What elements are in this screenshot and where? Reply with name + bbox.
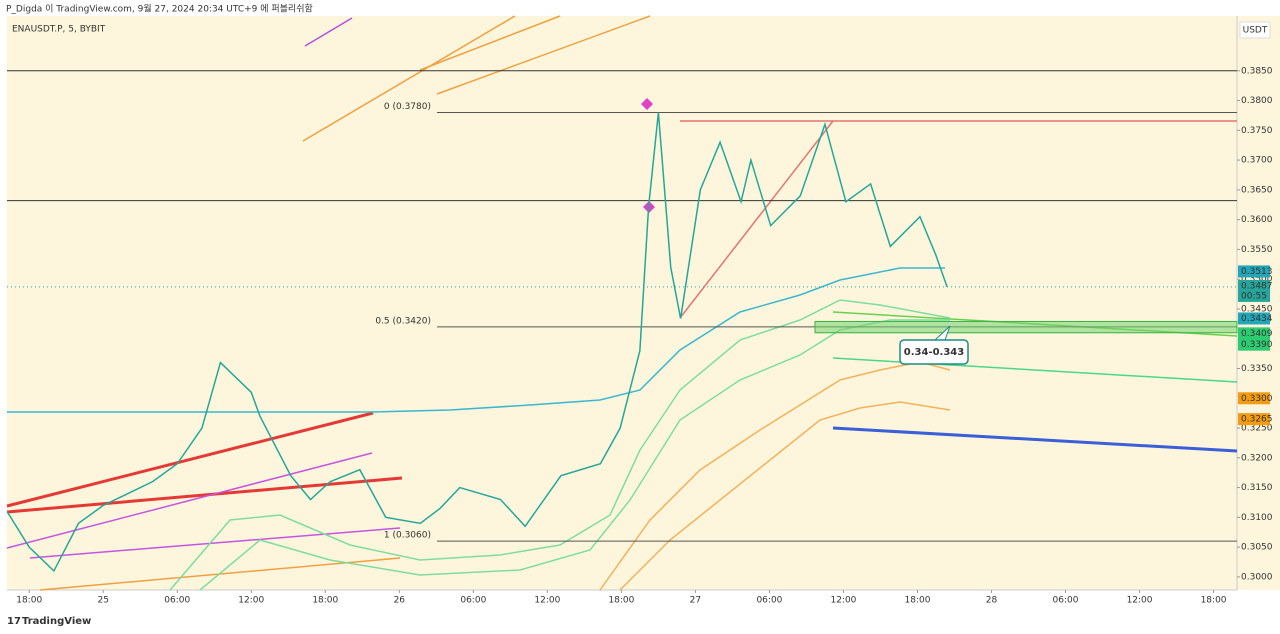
price-label-box [1238, 338, 1270, 351]
indicator-band [169, 299, 951, 591]
price-label-box [1238, 265, 1270, 278]
price-label-box [1238, 392, 1270, 405]
x-tick-label: 28 [986, 596, 998, 606]
y-tick-label: 0.3000 [1241, 572, 1273, 582]
x-tick-label: 12:00 [830, 596, 856, 606]
x-tick-label: 06:00 [1053, 596, 1079, 606]
price-label-box [1238, 279, 1270, 302]
x-tick-label: 18:00 [16, 596, 42, 606]
y-tick-label: 0.3550 [1241, 245, 1273, 255]
trend-line [302, 15, 516, 142]
x-tick-label: 06:00 [164, 596, 190, 606]
y-tick-label: 0.3050 [1241, 543, 1273, 553]
indicator-line [7, 267, 945, 413]
zone [814, 320, 1238, 334]
y-tick-label: 0.3100 [1241, 513, 1273, 523]
chart-title: ENAUSDT.P, 5, BYBIT [12, 25, 106, 35]
y-tick-label: 0.3450 [1241, 304, 1273, 314]
y-tick-label: 0.3250 [1241, 424, 1273, 434]
trend-line [304, 17, 353, 47]
price-label: 0.3409 [1241, 329, 1273, 339]
fib-label: 0.5 (0.3420) [375, 316, 431, 326]
callout-text: 0.34-0.343 [904, 347, 964, 358]
x-tick-label: 12:00 [534, 596, 560, 606]
trend-line [832, 426, 1238, 453]
price-label: 0.3265 [1241, 415, 1273, 425]
fib-label: 1 (0.3060) [384, 531, 431, 541]
fib-label: 0 (0.3780) [384, 102, 431, 112]
y-tick-label: 0.3600 [1241, 215, 1273, 225]
dynamic-layer: 0.3850 0.3800 0.3750 0.3700 0.3650 0.3600 0.35… [6, 66, 1273, 606]
price-label: 0.3513 [1241, 267, 1273, 277]
price-label-box [1238, 312, 1270, 325]
x-tick-label: 27 [690, 596, 701, 606]
callout-box [899, 339, 969, 365]
x-tick-label: 12:00 [238, 596, 264, 606]
brand: TradingView [22, 616, 91, 627]
x-tick-label: 26 [394, 596, 406, 606]
x-tick-label: 25 [98, 596, 109, 606]
price-label-box [1238, 327, 1270, 340]
y-tick-label: 0.3200 [1241, 453, 1273, 463]
trend-line [6, 411, 374, 508]
countdown: 00:55 [1241, 291, 1267, 301]
y-tick-label: 0.3500 [1241, 275, 1273, 285]
y-tick-label: 0.3650 [1241, 185, 1273, 195]
trend-line [679, 120, 834, 319]
indicator-band [619, 401, 951, 591]
trend-line [29, 527, 401, 559]
price-label: 0.3487 [1241, 281, 1273, 291]
callout-pointer [934, 325, 951, 341]
y-tick-label: 0.3150 [1241, 483, 1273, 493]
x-tick-label: 12:00 [1127, 596, 1153, 606]
y-tick-label: 0.3350 [1241, 364, 1273, 374]
x-tick-label: 18:00 [1201, 596, 1227, 606]
y-tick-label: 0.3800 [1241, 96, 1273, 106]
y-tick-label: 0.3850 [1241, 66, 1273, 76]
trend-line [436, 15, 651, 95]
drawings [6, 15, 1238, 591]
x-tick-label: 18:00 [905, 596, 931, 606]
price-axis [1237, 16, 1280, 590]
unit-box [1239, 21, 1271, 39]
price-label: 0.3390 [1241, 340, 1273, 350]
publisher: P_Digda 이 TradingView.com, 9월 27, 2024 2… [6, 3, 313, 15]
price-line [6, 112, 948, 573]
y-tick-label: 0.3750 [1241, 126, 1273, 136]
x-tick-label: 18:00 [608, 596, 634, 606]
price-label: 0.3434 [1241, 314, 1273, 324]
unit-label: USDT [1243, 26, 1268, 36]
price-label-box [1238, 413, 1270, 426]
x-tick-label: 06:00 [756, 596, 782, 606]
trend-line [6, 476, 403, 514]
trend-line [419, 15, 561, 71]
plot-area [7, 16, 1237, 590]
y-tick-label: 0.3700 [1241, 156, 1273, 166]
x-tick-label: 18:00 [312, 596, 338, 606]
price-label: 0.3300 [1241, 394, 1273, 404]
x-tick-label: 06:00 [460, 596, 486, 606]
trend-line [6, 452, 373, 549]
brand-logo: 17 [7, 616, 21, 627]
